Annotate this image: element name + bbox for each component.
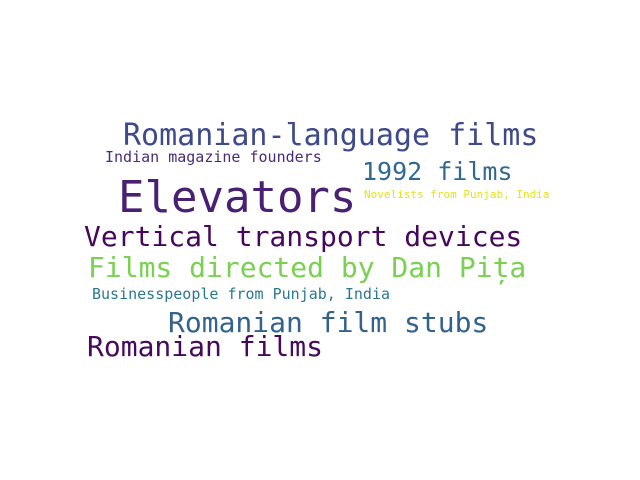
word-films-directed-by-dan-pita: Films directed by Dan Pița (88, 251, 527, 284)
word-elevators: Elevators (118, 172, 357, 223)
word-romanian-film-stubs: Romanian film stubs (168, 306, 489, 339)
word-1992-films: 1992 films (362, 157, 513, 186)
word-businesspeople-from-punjab: Businesspeople from Punjab, India (92, 285, 391, 303)
word-novelists-from-punjab: Novelists from Punjab, India (364, 188, 550, 201)
word-indian-magazine-founders: Indian magazine founders (105, 148, 322, 166)
word-romanian-films: Romanian films (87, 330, 324, 363)
word-vertical-transport-devices: Vertical transport devices (84, 220, 523, 253)
word-romanian-language-films: Romanian-language films (123, 118, 539, 153)
